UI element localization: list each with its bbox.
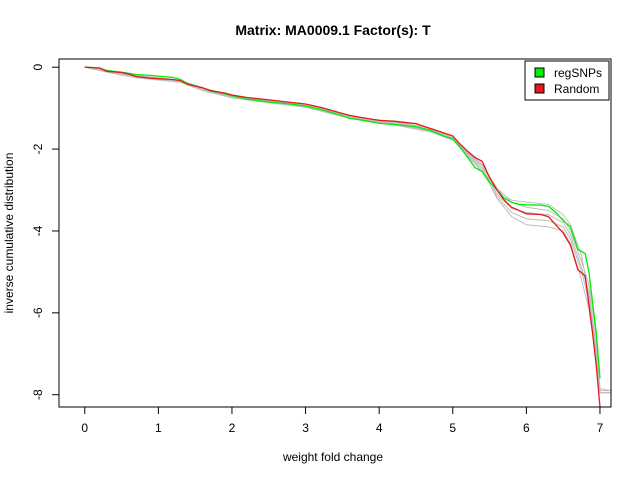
x-tick-label: 7 bbox=[597, 421, 604, 435]
y-axis: 0 -2 -4 -6 -8 bbox=[31, 64, 60, 400]
background-run-line bbox=[84, 66, 611, 394]
x-tick-label: 4 bbox=[376, 421, 383, 435]
y-tick-label: 0 bbox=[31, 64, 45, 71]
x-tick-label: 6 bbox=[523, 421, 530, 435]
legend-label-random: Random bbox=[554, 82, 599, 96]
legend: regSNPs Random bbox=[524, 60, 610, 101]
x-axis-label: weight fold change bbox=[282, 450, 383, 464]
y-tick-label: -6 bbox=[31, 307, 45, 318]
series-line-regsnps bbox=[84, 66, 601, 379]
y-tick-label: -8 bbox=[31, 389, 45, 400]
x-tick-label: 3 bbox=[302, 421, 309, 435]
y-tick-label: -4 bbox=[31, 225, 45, 236]
series-line-random bbox=[84, 66, 601, 408]
y-axis-label: inverse cumulative distribution bbox=[2, 153, 16, 314]
series-lines bbox=[84, 66, 601, 408]
y-tick-label: -2 bbox=[31, 143, 45, 154]
background-run-line bbox=[84, 66, 611, 394]
background-runs bbox=[84, 66, 612, 394]
x-tick-label: 5 bbox=[449, 421, 456, 435]
x-tick-label: 1 bbox=[155, 421, 162, 435]
legend-swatch-regsnps bbox=[534, 67, 545, 78]
x-tick-label: 2 bbox=[229, 421, 236, 435]
chart-title: Matrix: MA0009.1 Factor(s): T bbox=[235, 22, 431, 38]
legend-label-regsnps: regSNPs bbox=[554, 66, 602, 80]
legend-swatch-random bbox=[534, 83, 545, 94]
x-axis: 0 1 2 3 4 5 6 7 bbox=[81, 406, 604, 435]
x-tick-label: 0 bbox=[81, 421, 88, 435]
